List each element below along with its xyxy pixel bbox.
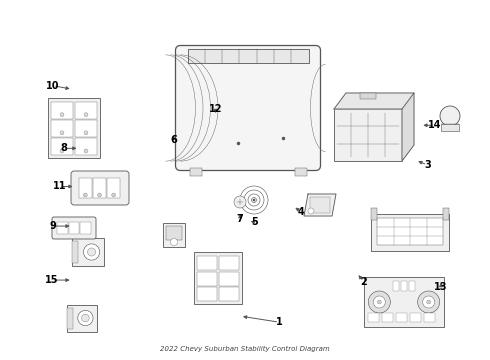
Bar [382, 313, 393, 322]
Text: 2: 2 [360, 276, 367, 287]
Circle shape [368, 291, 391, 313]
Bar [219, 287, 239, 301]
Circle shape [112, 193, 116, 197]
Bar [360, 93, 376, 99]
Circle shape [440, 106, 460, 126]
Circle shape [244, 190, 264, 210]
Circle shape [60, 113, 64, 117]
Circle shape [88, 248, 96, 256]
Polygon shape [334, 93, 414, 109]
Bar [75, 102, 97, 119]
Text: 9: 9 [49, 221, 56, 231]
Circle shape [78, 310, 93, 326]
Circle shape [60, 131, 64, 135]
Bar [424, 313, 435, 322]
Polygon shape [402, 93, 414, 161]
Bar [197, 287, 217, 301]
Text: 15: 15 [45, 275, 59, 285]
Bar [396, 313, 407, 322]
Bar [75, 120, 97, 137]
Bar [377, 217, 443, 244]
FancyBboxPatch shape [52, 217, 96, 239]
Circle shape [83, 193, 87, 197]
Text: 8: 8 [60, 143, 67, 153]
Text: 4: 4 [297, 207, 304, 217]
Bar [410, 313, 421, 322]
Bar [219, 271, 239, 285]
Circle shape [253, 199, 255, 201]
Circle shape [427, 300, 431, 304]
Text: 6: 6 [170, 135, 177, 145]
Bar [197, 256, 217, 270]
Bar [93, 178, 106, 198]
Bar [79, 178, 92, 198]
Circle shape [234, 196, 246, 208]
Text: 3: 3 [424, 160, 431, 170]
Bar [51, 120, 73, 137]
Bar [310, 197, 330, 213]
Bar [188, 49, 309, 63]
Circle shape [423, 296, 435, 308]
Text: 2022 Chevy Suburban Stability Control Diagram: 2022 Chevy Suburban Stability Control Di… [160, 346, 330, 352]
Circle shape [251, 198, 256, 202]
Bar [393, 281, 399, 291]
Text: 7: 7 [237, 214, 244, 224]
Bar [67, 307, 73, 328]
Text: 11: 11 [53, 181, 67, 192]
Bar [51, 102, 73, 119]
Text: 1: 1 [276, 317, 283, 327]
Bar [334, 109, 402, 161]
Circle shape [308, 208, 314, 214]
Bar [166, 226, 182, 240]
Text: 5: 5 [251, 217, 258, 228]
Circle shape [98, 193, 101, 197]
Bar [72, 238, 104, 266]
Bar [80, 222, 91, 234]
Circle shape [81, 314, 89, 322]
FancyBboxPatch shape [71, 171, 129, 205]
Circle shape [240, 186, 268, 214]
Bar [190, 167, 201, 176]
Text: 10: 10 [46, 81, 60, 91]
Text: 14: 14 [428, 120, 442, 130]
Bar [364, 277, 444, 327]
Circle shape [83, 244, 99, 260]
Bar [219, 256, 239, 270]
Bar [107, 178, 120, 198]
Bar [163, 223, 185, 247]
Bar [51, 138, 73, 155]
FancyBboxPatch shape [175, 45, 320, 171]
Circle shape [248, 194, 260, 206]
Circle shape [373, 296, 385, 308]
Bar [294, 167, 307, 176]
Circle shape [171, 239, 177, 246]
Bar [69, 222, 79, 234]
Bar [401, 281, 407, 291]
Bar [194, 252, 242, 304]
Circle shape [84, 113, 88, 117]
Circle shape [377, 300, 381, 304]
Bar [67, 305, 97, 332]
Bar [48, 98, 100, 158]
Bar [443, 207, 449, 220]
Bar [371, 207, 377, 220]
Circle shape [84, 131, 88, 135]
Circle shape [417, 291, 440, 313]
Bar [368, 313, 379, 322]
Bar [72, 241, 78, 263]
Bar [441, 124, 459, 131]
Circle shape [60, 149, 64, 153]
Text: 12: 12 [209, 104, 222, 114]
Bar [75, 138, 97, 155]
Circle shape [84, 149, 88, 153]
Text: 13: 13 [434, 282, 448, 292]
Bar [409, 281, 415, 291]
Bar [371, 213, 449, 251]
Bar [197, 271, 217, 285]
Bar [57, 222, 68, 234]
Polygon shape [304, 194, 336, 216]
